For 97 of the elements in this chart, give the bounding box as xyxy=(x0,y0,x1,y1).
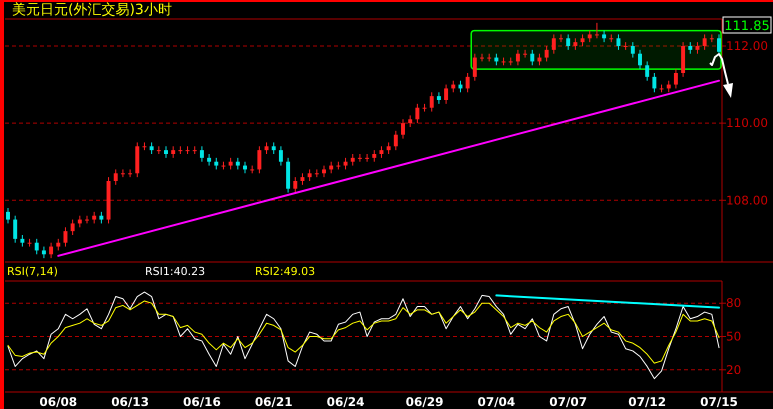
candlestick xyxy=(573,38,578,50)
candlestick xyxy=(552,34,556,54)
candlestick xyxy=(322,165,326,178)
y-tick-label: 20 xyxy=(726,362,742,377)
candlestick xyxy=(674,68,678,89)
series-label: RSI1:40.23 xyxy=(145,265,206,278)
x-tick-label: 07/12 xyxy=(628,395,666,409)
candlestick xyxy=(207,154,212,166)
candlestick xyxy=(537,53,542,66)
candlestick xyxy=(458,80,462,93)
candlestick xyxy=(544,46,549,62)
candlestick xyxy=(6,208,10,224)
candlestick xyxy=(602,30,606,43)
candlestick xyxy=(164,146,168,158)
candlestick xyxy=(594,22,599,39)
x-tick-label: 06/21 xyxy=(254,395,293,409)
candlestick xyxy=(243,161,247,174)
candlestick xyxy=(308,168,312,182)
candlestick xyxy=(451,80,456,93)
y-tick-label: 50 xyxy=(726,330,742,344)
candlestick xyxy=(85,215,89,224)
candlestick xyxy=(645,60,650,82)
candlestick xyxy=(236,157,240,170)
candlestick xyxy=(666,80,671,93)
candlestick xyxy=(717,34,721,54)
candlestick xyxy=(516,49,520,66)
text: 111.85 xyxy=(724,19,770,34)
candlestick xyxy=(408,114,412,128)
y-tick-label: 112.00 xyxy=(726,39,768,53)
candlestick xyxy=(466,72,470,93)
candlestick xyxy=(42,246,46,259)
candlestick xyxy=(250,165,254,174)
candlestick xyxy=(386,142,391,154)
candlestick xyxy=(480,53,484,62)
candlestick xyxy=(171,146,176,158)
candlestick xyxy=(688,42,692,54)
x-tick-label: 06/29 xyxy=(406,395,444,409)
candlestick xyxy=(99,211,104,224)
candlestick xyxy=(92,211,96,224)
text: RSI2:49.03 xyxy=(255,265,316,278)
y-tick-label: 110.00 xyxy=(726,116,768,130)
candlestick xyxy=(200,146,204,162)
candlestick xyxy=(336,161,340,170)
line-series xyxy=(8,292,720,380)
candlestick xyxy=(487,53,492,62)
candlestick xyxy=(444,84,448,104)
candlestick xyxy=(300,172,304,186)
candlestick xyxy=(415,103,420,124)
candlestick xyxy=(616,34,620,50)
x-tick-label: 06/13 xyxy=(111,395,149,409)
x-tick-label: 07/04 xyxy=(477,395,516,409)
candlestick xyxy=(580,34,585,46)
candlestick xyxy=(49,242,54,259)
candlestick xyxy=(278,146,283,166)
candlestick xyxy=(652,72,656,93)
candlestick xyxy=(472,53,477,82)
candlestick xyxy=(56,238,60,251)
chart-title: RSI(7,14) xyxy=(7,265,58,278)
candlestick xyxy=(228,157,233,170)
candlestick xyxy=(257,146,262,174)
candlestick xyxy=(394,130,398,151)
candlestick xyxy=(344,157,348,170)
candlestick xyxy=(401,118,405,140)
x-tick-label: 06/24 xyxy=(326,395,364,409)
x-tick-label: 06/08 xyxy=(39,395,78,409)
chart-title: 美元日元(外汇交易)3小时 xyxy=(12,2,172,18)
candlestick xyxy=(530,49,534,66)
candlestick xyxy=(13,215,18,244)
candlestick xyxy=(660,84,664,93)
candlestick xyxy=(329,161,334,174)
candlestick xyxy=(494,53,498,66)
y-tick-label: 80 xyxy=(726,296,742,310)
candlestick xyxy=(436,92,441,104)
candlestick xyxy=(630,42,635,58)
candlestick xyxy=(214,157,218,170)
candlestick xyxy=(70,219,75,236)
line-series xyxy=(8,300,720,364)
candlestick xyxy=(20,234,24,248)
x-tick-label: 07/15 xyxy=(700,395,738,409)
candlestick xyxy=(638,49,642,70)
candlestick xyxy=(372,150,376,162)
candlestick xyxy=(695,42,700,54)
candlestick xyxy=(63,226,68,248)
candlestick xyxy=(264,142,269,154)
x-tick-label: 06/16 xyxy=(183,395,221,409)
x-tick-label: 07/07 xyxy=(549,395,588,409)
candlestick xyxy=(150,142,154,154)
candlestick xyxy=(379,146,384,158)
candlestick xyxy=(34,238,39,255)
candlestick xyxy=(702,34,707,50)
candlestick xyxy=(221,161,226,170)
candlestick xyxy=(588,30,592,43)
candlestick xyxy=(502,57,506,66)
y-tick-label: 108.00 xyxy=(726,193,768,208)
candlestick xyxy=(566,34,570,50)
candlestick xyxy=(78,215,82,228)
candlestick xyxy=(624,42,628,50)
